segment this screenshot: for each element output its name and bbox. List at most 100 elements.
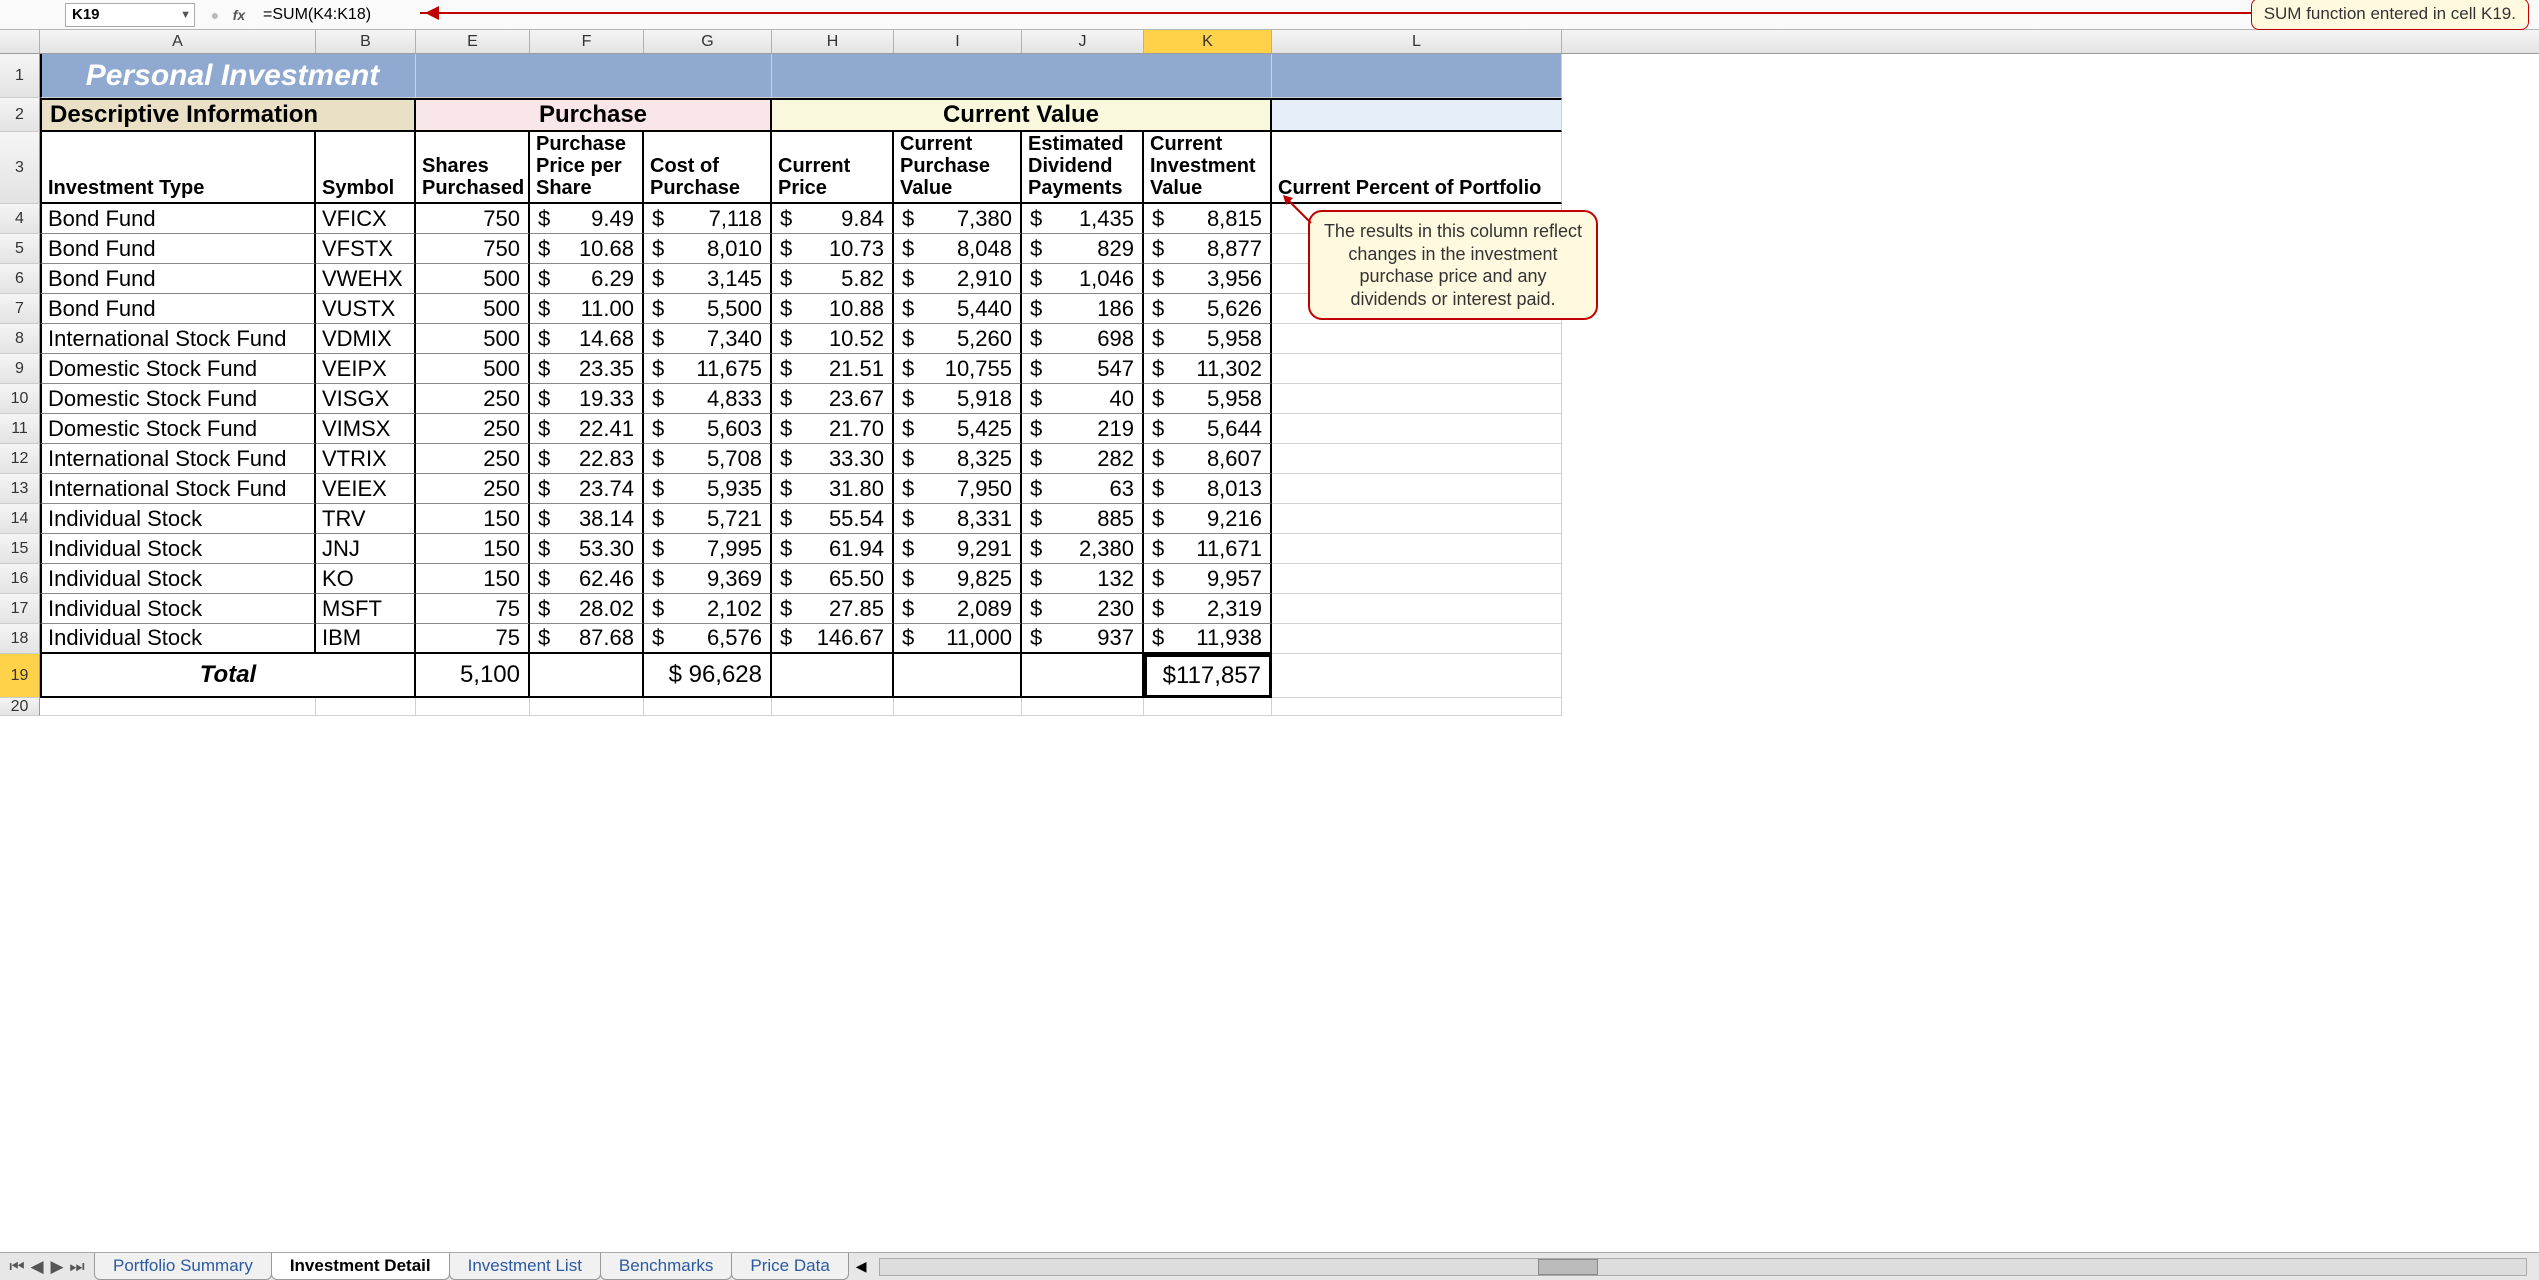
cell-type[interactable]: Domestic Stock Fund	[40, 354, 316, 384]
sub-header[interactable]: Estimated Dividend Payments	[1022, 132, 1144, 204]
cell-shares[interactable]: 500	[416, 294, 530, 324]
cell-symbol[interactable]: VDMIX	[316, 324, 416, 354]
cell-cpv[interactable]: $2,089	[894, 594, 1022, 624]
cell-civ[interactable]: $8,607	[1144, 444, 1272, 474]
cell-type[interactable]: Bond Fund	[40, 264, 316, 294]
cell-div[interactable]: $698	[1022, 324, 1144, 354]
col-header-G[interactable]: G	[644, 30, 772, 53]
row-header-16[interactable]: 16	[0, 564, 40, 594]
cell[interactable]	[1272, 594, 1562, 624]
cell-symbol[interactable]: JNJ	[316, 534, 416, 564]
cell-cost[interactable]: $7,118	[644, 204, 772, 234]
total-civ-selected[interactable]: $117,857	[1144, 654, 1272, 698]
tab-first-icon[interactable]: ⏮	[8, 1257, 26, 1277]
cell-type[interactable]: International Stock Fund	[40, 474, 316, 504]
row-header-17[interactable]: 17	[0, 594, 40, 624]
cell[interactable]	[1272, 474, 1562, 504]
cell-pps[interactable]: $38.14	[530, 504, 644, 534]
cell-price[interactable]: $10.73	[772, 234, 894, 264]
cell-div[interactable]: $1,046	[1022, 264, 1144, 294]
cell[interactable]	[1022, 698, 1144, 716]
col-header-I[interactable]: I	[894, 30, 1022, 53]
name-box-dropdown-icon[interactable]: ▼	[180, 9, 191, 21]
cell-shares[interactable]: 750	[416, 234, 530, 264]
cell[interactable]	[1272, 324, 1562, 354]
cell-symbol[interactable]: VISGX	[316, 384, 416, 414]
row-header-12[interactable]: 12	[0, 444, 40, 474]
cell-pps[interactable]: $9.49	[530, 204, 644, 234]
cell-pps[interactable]: $6.29	[530, 264, 644, 294]
fx-icon[interactable]: fx	[229, 5, 249, 25]
tab-next-icon[interactable]: ▶	[48, 1257, 66, 1277]
row-header-20[interactable]: 20	[0, 698, 40, 716]
row-header-13[interactable]: 13	[0, 474, 40, 504]
cell-price[interactable]: $9.84	[772, 204, 894, 234]
cell-symbol[interactable]: VEIEX	[316, 474, 416, 504]
sheet-tab[interactable]: Price Data	[731, 1253, 848, 1280]
cell-civ[interactable]: $5,958	[1144, 324, 1272, 354]
horizontal-scrollbar[interactable]	[879, 1258, 2527, 1276]
cell[interactable]	[1272, 384, 1562, 414]
cell-price[interactable]: $33.30	[772, 444, 894, 474]
cell[interactable]	[416, 54, 772, 98]
cell-div[interactable]: $547	[1022, 354, 1144, 384]
cell[interactable]	[1272, 654, 1562, 698]
cell-symbol[interactable]: VUSTX	[316, 294, 416, 324]
cell[interactable]	[530, 654, 644, 698]
cell-shares[interactable]: 75	[416, 594, 530, 624]
cell[interactable]	[1272, 564, 1562, 594]
cell-cost[interactable]: $5,500	[644, 294, 772, 324]
cell-cpv[interactable]: $2,910	[894, 264, 1022, 294]
cell-symbol[interactable]: KO	[316, 564, 416, 594]
cell-shares[interactable]: 500	[416, 324, 530, 354]
col-header-J[interactable]: J	[1022, 30, 1144, 53]
scrollbar-thumb[interactable]	[1538, 1259, 1598, 1275]
cancel-icon[interactable]: ●	[205, 5, 225, 25]
cell-shares[interactable]: 150	[416, 504, 530, 534]
cell-cost[interactable]: $5,708	[644, 444, 772, 474]
cell-price[interactable]: $10.52	[772, 324, 894, 354]
row-header-15[interactable]: 15	[0, 534, 40, 564]
cell-pps[interactable]: $53.30	[530, 534, 644, 564]
name-box[interactable]: K19 ▼	[65, 3, 195, 27]
cell-pps[interactable]: $19.33	[530, 384, 644, 414]
cell[interactable]	[772, 698, 894, 716]
cell[interactable]	[1272, 204, 1562, 234]
sub-header[interactable]: Current Purchase Value	[894, 132, 1022, 204]
cell-div[interactable]: $937	[1022, 624, 1144, 654]
cell-symbol[interactable]: TRV	[316, 504, 416, 534]
sub-header[interactable]: Shares Purchased	[416, 132, 530, 204]
cell[interactable]	[1022, 654, 1144, 698]
cell-div[interactable]: $186	[1022, 294, 1144, 324]
cell-cpv[interactable]: $8,325	[894, 444, 1022, 474]
cell-type[interactable]: Individual Stock	[40, 564, 316, 594]
cell[interactable]	[1272, 294, 1562, 324]
cell-cpv[interactable]: $5,440	[894, 294, 1022, 324]
cell-cost[interactable]: $5,721	[644, 504, 772, 534]
cell-cpv[interactable]: $7,950	[894, 474, 1022, 504]
row-header-6[interactable]: 6	[0, 264, 40, 294]
cell-price[interactable]: $10.88	[772, 294, 894, 324]
cell-civ[interactable]: $5,626	[1144, 294, 1272, 324]
col-header-B[interactable]: B	[316, 30, 416, 53]
cell-symbol[interactable]: VFSTX	[316, 234, 416, 264]
sub-header[interactable]: Current Price	[772, 132, 894, 204]
cell[interactable]	[1144, 698, 1272, 716]
col-header-K[interactable]: K	[1144, 30, 1272, 53]
cell-civ[interactable]: $5,644	[1144, 414, 1272, 444]
cell-cost[interactable]: $3,145	[644, 264, 772, 294]
row-header-4[interactable]: 4	[0, 204, 40, 234]
cell-civ[interactable]: $11,671	[1144, 534, 1272, 564]
cell-symbol[interactable]: MSFT	[316, 594, 416, 624]
cell-price[interactable]: $27.85	[772, 594, 894, 624]
cell-cpv[interactable]: $10,755	[894, 354, 1022, 384]
sub-header[interactable]: Investment Type	[40, 132, 316, 204]
cell-type[interactable]: Domestic Stock Fund	[40, 384, 316, 414]
cell-symbol[interactable]: VEIPX	[316, 354, 416, 384]
cell-cost[interactable]: $11,675	[644, 354, 772, 384]
cell-price[interactable]: $21.51	[772, 354, 894, 384]
row-header-14[interactable]: 14	[0, 504, 40, 534]
sub-header[interactable]: Current Investment Value	[1144, 132, 1272, 204]
cell-type[interactable]: International Stock Fund	[40, 444, 316, 474]
cell-cpv[interactable]: $5,260	[894, 324, 1022, 354]
